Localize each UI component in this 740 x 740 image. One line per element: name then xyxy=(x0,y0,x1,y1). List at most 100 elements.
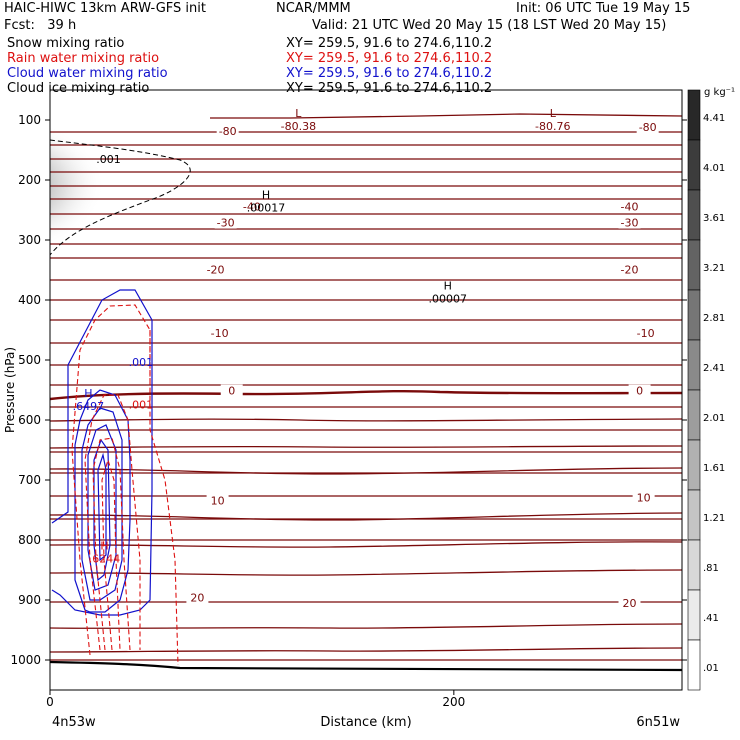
extremum-value: .00017 xyxy=(247,201,286,214)
colorbar-label: 2.81 xyxy=(703,313,725,324)
field-name-rain: Rain water mixing ratio xyxy=(7,51,160,66)
temperature-label: -40 xyxy=(243,200,261,213)
x-axis: 0 200 xyxy=(46,690,465,709)
contour-value-label: .001 xyxy=(96,153,121,166)
colorbar-swatch xyxy=(687,189,701,241)
temperature-label: -80 xyxy=(639,121,657,134)
y-tick-label: 700 xyxy=(18,473,41,487)
temperature-label: -10 xyxy=(637,327,655,340)
colorbar-label: 4.41 xyxy=(703,113,725,124)
temperature-label: -10 xyxy=(211,327,229,340)
x-tick-label: 200 xyxy=(442,695,465,709)
temperature-label: -80 xyxy=(219,125,237,138)
temperature-label-bg xyxy=(214,216,237,229)
colorbar-label: 2.01 xyxy=(703,413,725,424)
x-end-label-right: 6n51w xyxy=(636,715,680,730)
extremum-letter: H xyxy=(262,188,270,201)
field-name-cloud-water: Cloud water mixing ratio xyxy=(7,66,168,81)
rain-water-contours xyxy=(71,304,179,666)
snow-contour xyxy=(50,139,191,256)
temperature-label-bg xyxy=(204,263,227,276)
extremum-value: .6244 xyxy=(89,552,121,565)
temperature-label: 0 xyxy=(228,385,235,398)
temperature-label: 10 xyxy=(637,491,651,504)
colorbar-label: 4.01 xyxy=(703,163,725,174)
temperature-label-bg xyxy=(618,200,641,213)
field-name-snow: Snow mixing ratio xyxy=(7,36,125,51)
field-xy-cloud-ice: XY= 259.5, 91.6 to 274.6,110.2 xyxy=(286,81,493,96)
temperature-label: 0 xyxy=(636,385,643,398)
terrain-surface xyxy=(50,660,682,672)
x-axis-label: Distance (km) xyxy=(320,715,411,730)
colorbar-swatch xyxy=(687,639,701,691)
temperature-label-bg xyxy=(216,124,239,137)
extremum-letter: H xyxy=(444,280,452,293)
temperature-label: -40 xyxy=(621,200,639,213)
plot-area xyxy=(50,113,682,672)
contour-value-label: .001 xyxy=(129,398,154,411)
header-valid: Valid: 21 UTC Wed 20 May 15 (18 LST Wed … xyxy=(312,18,667,33)
colorbar-swatch xyxy=(687,489,701,541)
field-xy-snow: XY= 259.5, 91.6 to 274.6,110.2 xyxy=(286,36,493,51)
y-tick-label: 900 xyxy=(18,593,41,607)
colorbar-swatch xyxy=(687,239,701,291)
temperature-label-bg xyxy=(632,491,655,504)
temperature-contours xyxy=(50,113,682,661)
extremum-value: -80.38 xyxy=(281,120,316,133)
colorbar-swatch xyxy=(687,139,701,191)
colorbar-unit: g kg⁻¹ xyxy=(704,87,735,98)
extremum-letter: H xyxy=(100,539,108,552)
colorbar-swatch xyxy=(687,89,701,141)
field-name-cloud-ice: Cloud ice mixing ratio xyxy=(7,81,150,96)
colorbar-label: 3.21 xyxy=(703,263,725,274)
extremum-value: .00007 xyxy=(429,293,468,306)
y-axis-label: Pressure (hPa) xyxy=(3,347,17,433)
colorbar-label: .81 xyxy=(703,563,719,574)
colorbar-label: 3.61 xyxy=(703,213,725,224)
colorbar-swatch xyxy=(687,589,701,641)
colorbar-label: .01 xyxy=(703,663,719,674)
extremum-letter: H xyxy=(84,387,92,400)
temperature-label: -20 xyxy=(621,263,639,276)
temperature-label: 20 xyxy=(623,597,637,610)
colorbar-swatch xyxy=(687,289,701,341)
temperature-label-bg xyxy=(618,216,641,229)
colorbar-swatch xyxy=(687,339,701,391)
colorbar: 4.41 4.01 3.61 3.21 2.81 2.41 2.01 1.61 1.21 .81.… xyxy=(687,89,725,691)
y-tick-label: 300 xyxy=(18,233,41,247)
x-end-label-left: 4n53w xyxy=(52,715,96,730)
y-tick-label: 200 xyxy=(18,173,41,187)
field-xy-cloud-water: XY= 259.5, 91.6 to 274.6,110.2 xyxy=(286,66,493,81)
extremum-letter: L xyxy=(550,107,557,120)
snow-shading xyxy=(50,125,170,245)
header-source: NCAR/MMM xyxy=(276,1,351,16)
colorbar-label: 1.21 xyxy=(703,513,725,524)
temperature-label-bg xyxy=(240,200,263,213)
temperature-label: 10 xyxy=(211,494,225,507)
temperature-label-bg xyxy=(220,384,243,397)
temperature-label-bg xyxy=(186,591,209,604)
temperature-label-bg xyxy=(634,327,657,339)
header-init: Init: 06 UTC Tue 19 May 15 xyxy=(516,1,691,16)
contour-labels: -80 -80 -40 -40 -30 -30 -20 -20 -10 -10 0 0 10 10 20 20… xyxy=(73,107,659,610)
temperature-label-bg xyxy=(208,327,231,339)
colorbar-label: 1.61 xyxy=(703,463,725,474)
y-tick-label: 100 xyxy=(18,113,41,127)
temperature-label-bg xyxy=(618,597,641,609)
field-xy-rain: XY= 259.5, 91.6 to 274.6,110.2 xyxy=(286,51,493,66)
colorbar-label: 2.41 xyxy=(703,363,725,374)
y-tick-label: 1000 xyxy=(10,653,41,667)
temperature-label-bg xyxy=(206,494,229,507)
y-tick-label: 800 xyxy=(18,533,41,547)
extremum-letter: L xyxy=(295,107,302,120)
plot-frame xyxy=(49,89,683,691)
colorbar-label: .41 xyxy=(703,613,719,624)
y-tick-label: 500 xyxy=(18,353,41,367)
temperature-label-bg xyxy=(618,263,641,276)
temperature-label-bg xyxy=(628,384,651,397)
temperature-label-bg xyxy=(636,121,659,134)
y-tick-label: 400 xyxy=(18,293,41,307)
temperature-label: 20 xyxy=(190,592,204,605)
